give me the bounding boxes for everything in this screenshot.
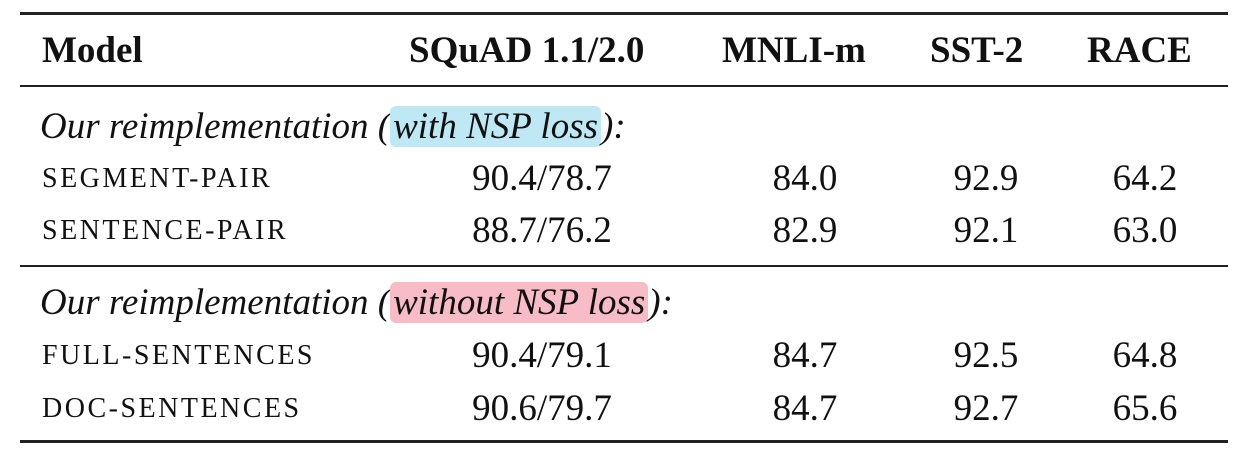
cell-race: 64.8	[1112, 335, 1178, 376]
cell-squad: 90.6/79.7	[472, 388, 612, 429]
row-model-name: SENTENCE-PAIR	[42, 215, 289, 246]
row-model-name: SEGMENT-PAIR	[42, 163, 273, 194]
group-title-with-nsp: Our reimplementation (with NSP loss):	[40, 106, 626, 147]
row-model-name: DOC-SENTENCES	[42, 393, 302, 424]
highlight-with-nsp: with NSP loss	[390, 106, 602, 147]
cell-squad: 90.4/78.7	[472, 158, 612, 199]
table-top-rule	[20, 12, 1228, 15]
cell-mnli: 84.7	[772, 335, 838, 376]
cell-mnli: 82.9	[772, 210, 838, 251]
cell-squad: 88.7/76.2	[472, 210, 612, 251]
header-race: RACE	[1087, 30, 1192, 71]
header-mnli: MNLI-m	[722, 30, 866, 71]
highlight-without-nsp: without NSP loss	[390, 282, 649, 323]
cell-race: 63.0	[1112, 210, 1178, 251]
cell-sst2: 92.9	[953, 158, 1019, 199]
cell-sst2: 92.1	[953, 210, 1019, 251]
table-bottom-rule	[20, 440, 1228, 443]
cell-sst2: 92.5	[953, 335, 1019, 376]
group-title-without-nsp: Our reimplementation (without NSP loss):	[40, 282, 673, 323]
header-model: Model	[42, 30, 143, 71]
cell-race: 65.6	[1112, 388, 1178, 429]
cell-mnli: 84.0	[772, 158, 838, 199]
header-sst2: SST-2	[930, 30, 1024, 71]
cell-sst2: 92.7	[953, 388, 1019, 429]
cell-race: 64.2	[1112, 158, 1178, 199]
row-model-name: FULL-SENTENCES	[42, 340, 315, 371]
cell-mnli: 84.7	[772, 388, 838, 429]
group-divider-rule	[20, 265, 1228, 267]
header-squad: SQuAD 1.1/2.0	[409, 30, 645, 71]
header-rule	[20, 85, 1228, 87]
cell-squad: 90.4/79.1	[472, 335, 612, 376]
